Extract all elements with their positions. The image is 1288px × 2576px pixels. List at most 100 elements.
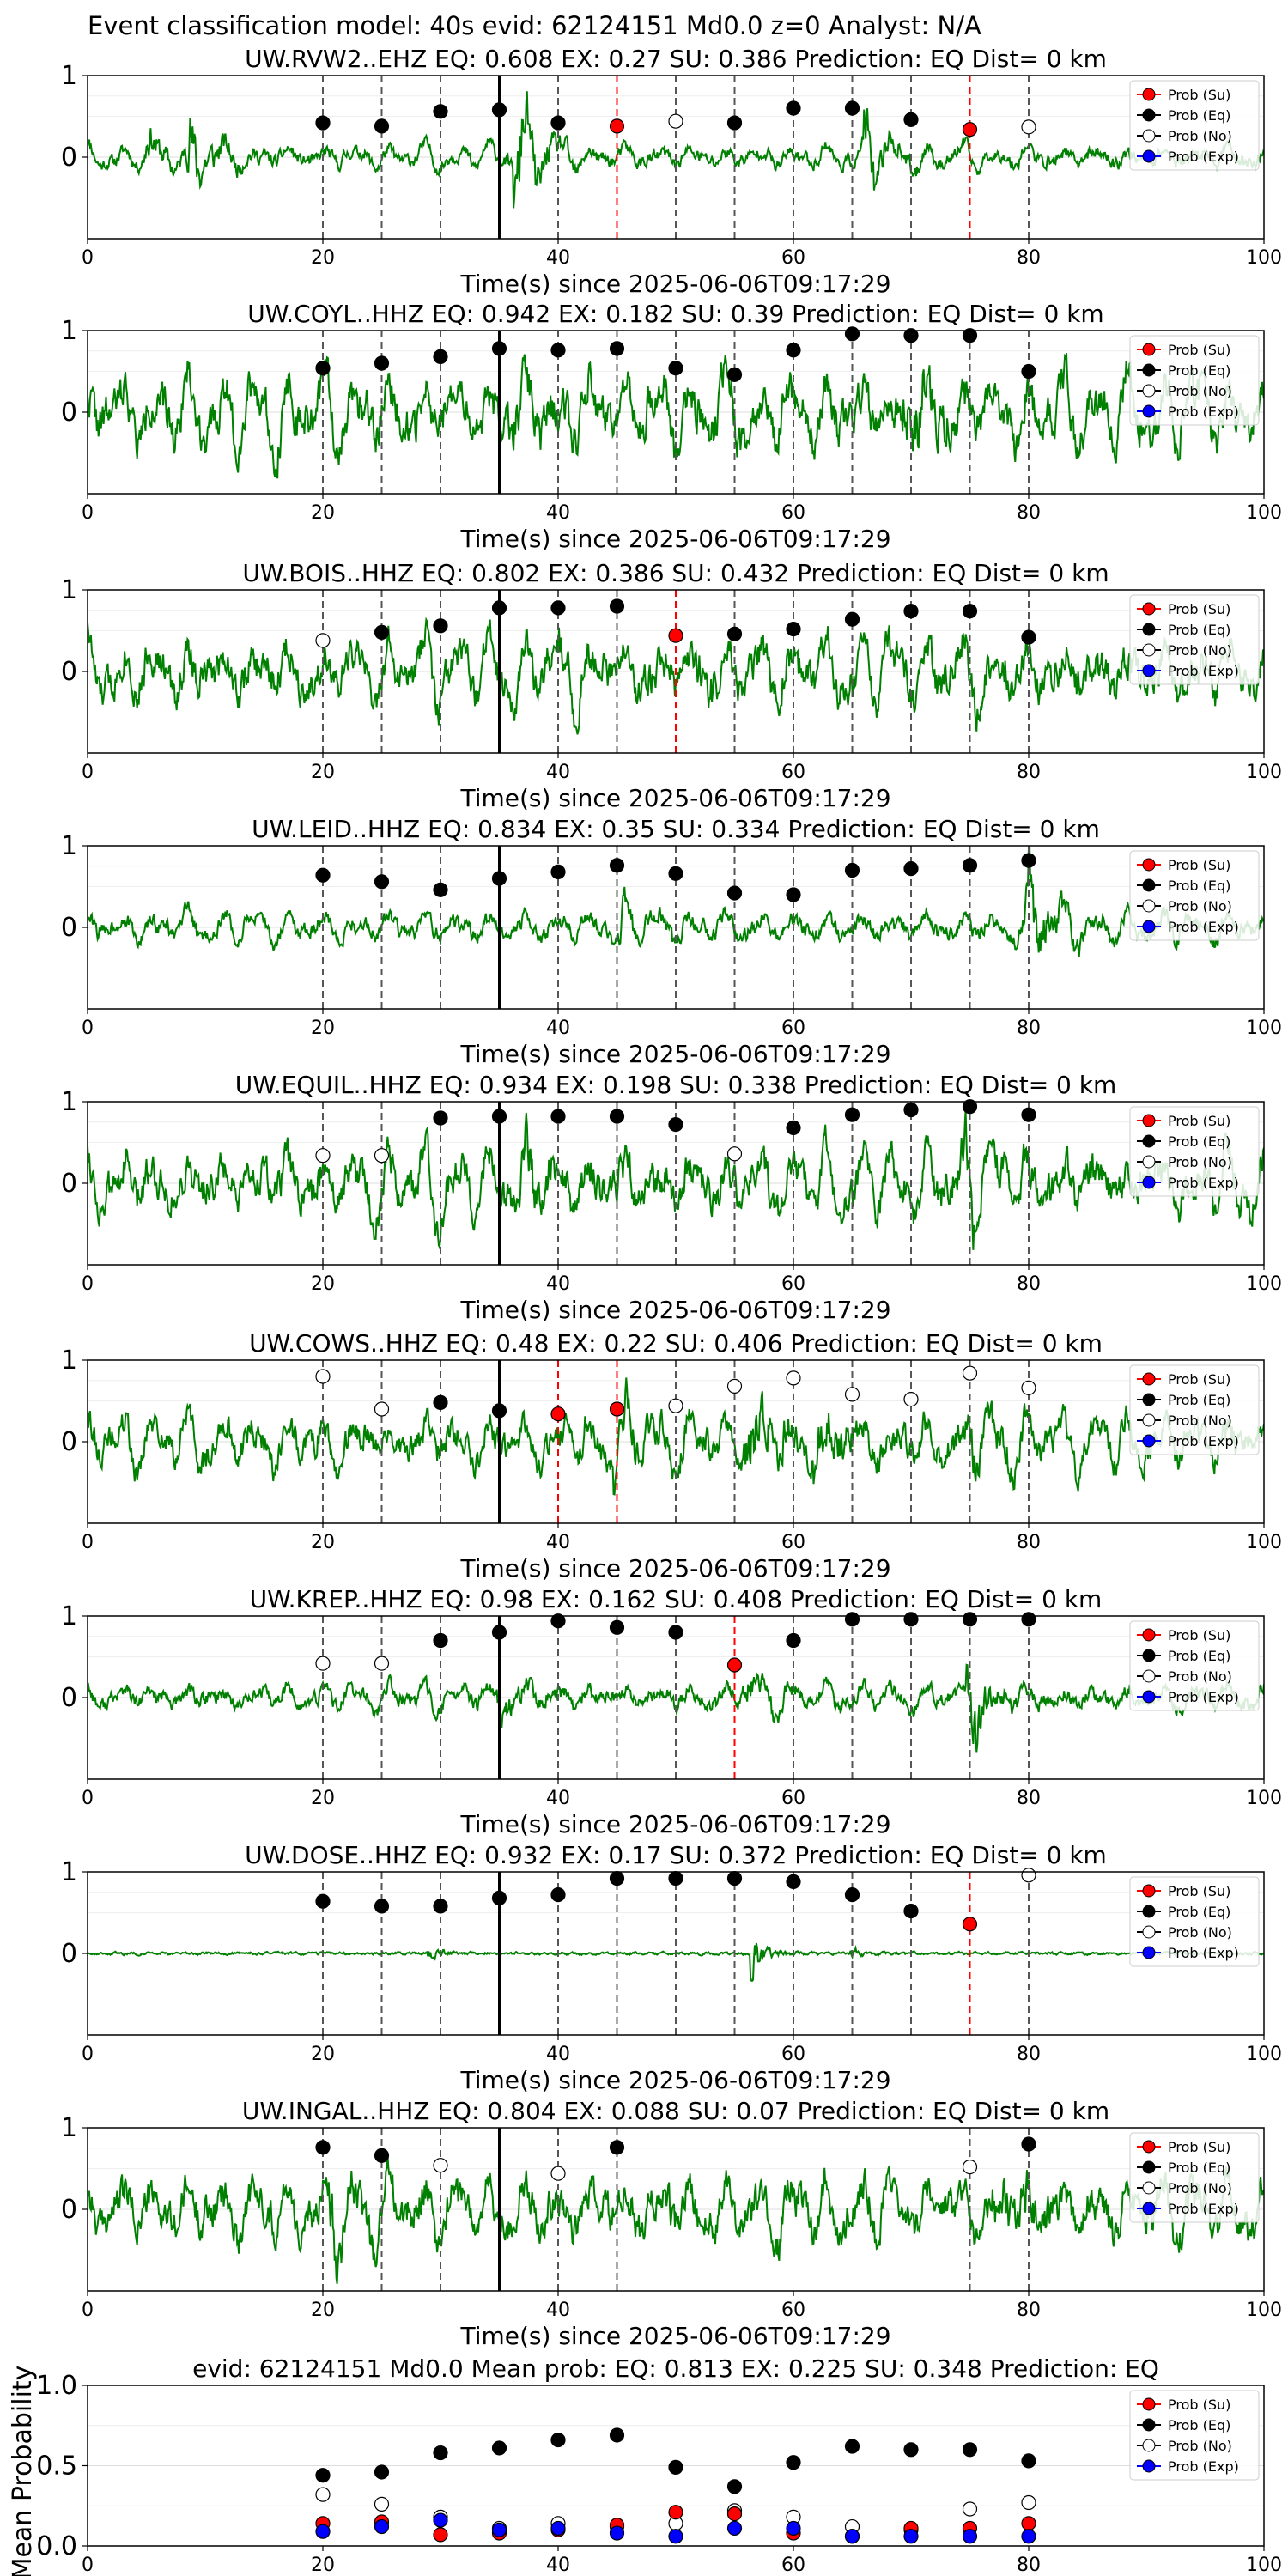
prob-marker-eq [491, 102, 507, 118]
waveform-trace [88, 2154, 1264, 2284]
prob-marker-eq [609, 341, 625, 356]
prob-marker-eq [374, 2148, 390, 2163]
prob-marker-no [962, 2160, 978, 2175]
prob-marker-eq [315, 115, 331, 131]
x-tick-label: 0 [82, 1788, 94, 1809]
prob-marker-eq [609, 598, 625, 614]
prob-marker-no [1021, 119, 1036, 135]
legend-marker-exp [1142, 1176, 1156, 1189]
legend-label: Prob (Exp) [1168, 663, 1239, 679]
legend-marker-no [1142, 2439, 1156, 2452]
panel-10: evid: 62124151 Md0.0 Mean prob: EQ: 0.81… [8, 2354, 1282, 2576]
prob-marker-eq [609, 1871, 625, 1886]
legend-label: Prob (Exp) [1168, 1175, 1239, 1191]
x-tick-label: 0 [82, 1532, 94, 1553]
legend-label: Prob (Su) [1168, 2397, 1230, 2413]
y-axis-label: Mean Probability [8, 2366, 38, 2576]
legend-marker-exp [1142, 920, 1156, 933]
mean-marker-exp [1021, 2529, 1036, 2544]
legend-label: Prob (Eq) [1168, 2417, 1230, 2433]
x-tick-label: 0 [82, 247, 94, 269]
y-tick-label: 0 [61, 1683, 77, 1713]
prob-marker-no [903, 1391, 919, 1407]
x-tick-label: 0 [82, 2044, 94, 2065]
x-tick-label: 80 [1017, 2044, 1041, 2065]
prob-marker-eq [315, 1893, 331, 1909]
legend-label: Prob (No) [1168, 642, 1232, 659]
prob-marker-eq [668, 1116, 683, 1133]
legend-label: Prob (Su) [1168, 601, 1230, 617]
prob-marker-eq [315, 2140, 331, 2155]
legend-marker-no [1142, 1155, 1156, 1169]
prob-marker-eq [786, 1120, 801, 1136]
prob-marker-no [315, 1369, 331, 1384]
x-tick-label: 100 [1246, 762, 1282, 783]
prob-marker-su [668, 628, 683, 643]
x-tick-label: 0 [82, 2555, 94, 2576]
mean-marker-no [374, 2496, 390, 2512]
prob-marker-eq [844, 862, 860, 878]
x-tick-label: 80 [1017, 1788, 1041, 1809]
panel-1: UW.RVW2..EHZ EQ: 0.608 EX: 0.27 SU: 0.38… [61, 45, 1282, 298]
prob-marker-eq [550, 1887, 566, 1903]
prob-marker-eq [903, 1904, 919, 1919]
prob-marker-eq [903, 860, 919, 877]
legend-marker-eq [1142, 2418, 1156, 2432]
prob-marker-eq [1021, 2136, 1036, 2152]
legend-label: Prob (Exp) [1168, 2201, 1239, 2217]
mean-marker-exp [550, 2520, 566, 2537]
prob-marker-eq [433, 349, 448, 364]
x-tick-label: 100 [1246, 1273, 1282, 1295]
panel-3: UW.BOIS..HHZ EQ: 0.802 EX: 0.386 SU: 0.4… [61, 559, 1282, 812]
legend-label: Prob (Su) [1168, 342, 1230, 358]
panel-8: UW.DOSE..HHZ EQ: 0.932 EX: 0.17 SU: 0.37… [61, 1841, 1282, 2094]
prob-marker-eq [903, 604, 919, 619]
y-tick-label: 1 [61, 1087, 77, 1117]
mean-marker-eq [491, 2440, 507, 2456]
prob-marker-eq [609, 2140, 625, 2155]
x-axis-label: Time(s) since 2025-06-06T09:17:29 [459, 2066, 890, 2094]
x-tick-label: 60 [781, 1788, 805, 1809]
legend-label: Prob (Su) [1168, 857, 1230, 873]
legend-marker-no [1142, 1669, 1156, 1683]
legend-marker-no [1142, 2181, 1156, 2195]
x-tick-label: 80 [1017, 1273, 1041, 1295]
legend-marker-eq [1142, 1134, 1156, 1148]
x-tick-label: 80 [1017, 762, 1041, 783]
prob-marker-eq [668, 1625, 683, 1640]
prob-marker-no [315, 1148, 331, 1163]
legend: Prob (Su) Prob (Eq) Prob (No) Prob (Exp) [1129, 2390, 1260, 2481]
x-axis-label: Time(s) since 2025-06-06T09:17:29 [459, 270, 890, 298]
legend-marker-eq [1142, 2160, 1156, 2174]
panel-9: UW.INGAL..HHZ EQ: 0.804 EX: 0.088 SU: 0.… [61, 2097, 1282, 2350]
prob-marker-su [962, 122, 978, 137]
waveform-trace [88, 353, 1264, 479]
legend-marker-exp [1142, 1434, 1156, 1448]
mean-marker-su [433, 2527, 448, 2543]
x-tick-label: 20 [311, 1788, 335, 1809]
x-tick-label: 40 [546, 247, 570, 269]
panel-title: evid: 62124151 Md0.0 Mean prob: EQ: 0.81… [192, 2354, 1159, 2383]
prob-marker-su [609, 118, 625, 134]
panel-5: UW.EQUIL..HHZ EQ: 0.934 EX: 0.198 SU: 0.… [61, 1071, 1282, 1324]
prob-marker-eq [726, 626, 743, 641]
prob-marker-eq [668, 1871, 683, 1886]
prob-marker-eq [550, 600, 566, 616]
x-tick-label: 60 [781, 502, 805, 524]
x-tick-label: 80 [1017, 2300, 1041, 2321]
prob-marker-eq [903, 112, 919, 127]
prob-marker-eq [374, 355, 390, 371]
legend-box [1129, 1364, 1260, 1455]
legend-marker-eq [1142, 1649, 1156, 1662]
figure-title: Event classification model: 40s evid: 62… [88, 11, 981, 40]
x-tick-label: 80 [1017, 1532, 1041, 1553]
mean-marker-exp [491, 2522, 507, 2537]
y-tick-label: 1.0 [36, 2371, 77, 2401]
prob-marker-eq [315, 361, 331, 376]
prob-marker-eq [726, 885, 743, 901]
mean-marker-eq [903, 2442, 919, 2458]
x-tick-label: 0 [82, 762, 94, 783]
y-tick-label: 1 [61, 1346, 77, 1376]
prob-marker-eq [786, 621, 801, 637]
legend-label: Prob (Eq) [1168, 2160, 1230, 2176]
